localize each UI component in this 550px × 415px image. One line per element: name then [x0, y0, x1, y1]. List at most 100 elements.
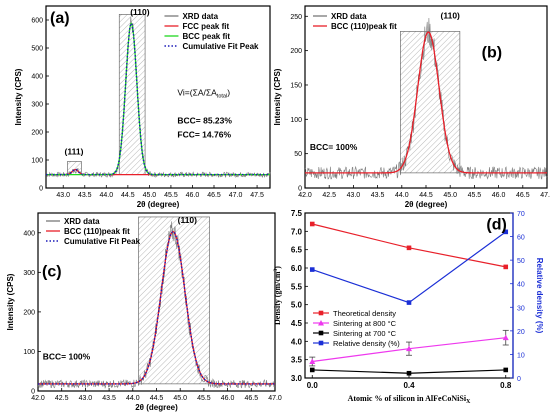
y-tick-label: 100 — [23, 349, 35, 356]
x-axis-label: 2θ (degree) — [405, 200, 448, 209]
data-point — [309, 221, 315, 227]
y2-tick-label: 50 — [517, 258, 525, 265]
y2-tick-label: 20 — [517, 329, 525, 336]
y-tick-label: 400 — [31, 74, 43, 81]
peak-label-110: (110) — [178, 215, 198, 225]
legend-label: XRD data — [64, 217, 100, 226]
data-point — [503, 229, 509, 235]
x-tick-label: 46.0 — [492, 192, 506, 199]
data-point — [406, 345, 412, 352]
xrd-data-line — [45, 17, 271, 179]
y-tick-label: 200 — [31, 130, 43, 137]
x-axis-label: 2θ (degree) — [135, 403, 178, 412]
y-tick-label: 100 — [290, 117, 302, 124]
y-tick-label: 500 — [31, 46, 43, 53]
y-axis-label: Intensity (CPS) — [6, 273, 15, 330]
x-tick-label: 45.5 — [164, 192, 178, 199]
integration-box-0 — [118, 14, 146, 175]
panel-label: (c) — [42, 263, 62, 280]
legend-label: XRD data — [331, 12, 367, 21]
y-tick-label: 6.0 — [291, 264, 303, 273]
integration-box-0 — [400, 31, 461, 174]
panel-label: (a) — [50, 10, 70, 27]
x-tick-label: 44.0 — [99, 192, 113, 199]
x-tick-label: 42.0 — [298, 192, 312, 199]
x-tick-label: 43.0 — [79, 395, 93, 402]
y-tick-label: 4.5 — [291, 319, 303, 328]
x-axis-label: Atomic % of silicon in AlFeCoNiSiX — [348, 394, 471, 405]
x-tick-label: 46.0 — [221, 395, 235, 402]
panel-label: (b) — [482, 45, 502, 62]
panel-a: 43.0 43.5 44.0 44.5 45.0 45.5 46.0 46.5 47.0 47.5… — [14, 5, 271, 209]
legend-label: Sintering at 700 °C — [333, 329, 397, 338]
y-tick-label: 600 — [31, 18, 43, 25]
legend-marker — [318, 340, 324, 346]
y2-tick-label: 60 — [517, 235, 525, 242]
legend-marker — [318, 320, 324, 326]
data-point — [406, 300, 412, 305]
legend-label: Sintering at 800 °C — [333, 319, 397, 328]
y-tick-label: 0 — [31, 389, 35, 396]
panel-label: (d) — [486, 217, 506, 234]
y-tick-label: 0 — [39, 186, 43, 193]
x-tick-label: 46.5 — [207, 192, 221, 199]
legend-marker — [318, 310, 324, 316]
legend-label: Cumulative Fit Peak — [64, 237, 141, 246]
x-tick-label: 0.8 — [500, 381, 512, 390]
y-tick-label: 3.5 — [291, 356, 303, 365]
fit-line-0 — [305, 31, 547, 174]
data-point — [406, 370, 412, 376]
y-tick-label: 0 — [298, 186, 302, 193]
x-tick-label: 46.5 — [244, 395, 258, 402]
y-tick-label: 200 — [23, 309, 35, 316]
cumulative-fit-line — [38, 230, 275, 385]
integration-box-0 — [138, 216, 210, 385]
y-tick-label: 100 — [31, 158, 43, 165]
x-tick-label: 45.0 — [443, 192, 457, 199]
bcc-fraction: BCC= 85.23% — [177, 116, 232, 126]
peak-label-110: (110) — [130, 7, 150, 17]
x-tick-label: 42.5 — [322, 192, 336, 199]
y-tick-label: 5.0 — [291, 301, 303, 310]
y2-axis-label: Relative density (%) — [535, 258, 544, 334]
x-tick-label: 42.5 — [55, 395, 69, 402]
x-tick-label: 47.0 — [268, 395, 282, 402]
data-point — [503, 367, 509, 373]
peak-label-110: (110) — [441, 10, 461, 20]
y2-tick-label: 30 — [517, 305, 525, 312]
xrd-data-line — [304, 17, 548, 180]
data-point — [502, 334, 509, 341]
legend-label: BCC peak fit — [182, 32, 230, 41]
y2-tick-label: 70 — [517, 211, 525, 218]
y-axis-label: Density (gm/cm3) — [273, 266, 282, 325]
y-tick-label: 300 — [23, 270, 35, 277]
fcc-fraction: FCC= 14.76% — [177, 130, 231, 140]
panel-c: 42.0 42.5 43.0 43.5 44.0 44.5 45.0 45.5 46.0 46.5… — [6, 212, 282, 412]
y-tick-label: 7.5 — [291, 209, 303, 218]
x-tick-label: 43.5 — [102, 395, 116, 402]
x-tick-label: 44.5 — [121, 192, 135, 199]
legend-label: FCC peak fit — [182, 22, 229, 31]
x-axis-label: 2θ (degree) — [137, 200, 180, 209]
y-axis-label: Intensity (CPS) — [273, 68, 282, 125]
y-tick-label: 400 — [23, 230, 35, 237]
data-point — [309, 367, 315, 373]
data-point — [309, 267, 315, 272]
legend-label: BCC (110)peak fit — [331, 22, 397, 31]
y-tick-label: 250 — [290, 14, 302, 21]
x-tick-label: 45.0 — [173, 395, 187, 402]
legend-label: Relative density (%) — [333, 339, 400, 348]
y-tick-label: 5.5 — [291, 282, 303, 291]
legend-label: Cumulative Fit Peak — [182, 42, 259, 51]
y2-tick-label: 10 — [517, 352, 525, 359]
x-tick-label: 47.0 — [229, 192, 243, 199]
x-tick-label: 44.5 — [419, 192, 433, 199]
bcc-fraction: BCC= 100% — [310, 142, 358, 152]
y-tick-label: 3.0 — [291, 374, 303, 383]
x-tick-label: 45.5 — [197, 395, 211, 402]
legend-label: Theoretical density — [333, 309, 396, 318]
legend-label: XRD data — [182, 12, 218, 21]
x-tick-label: 45.5 — [468, 192, 482, 199]
x-tick-label: 44.5 — [150, 395, 164, 402]
